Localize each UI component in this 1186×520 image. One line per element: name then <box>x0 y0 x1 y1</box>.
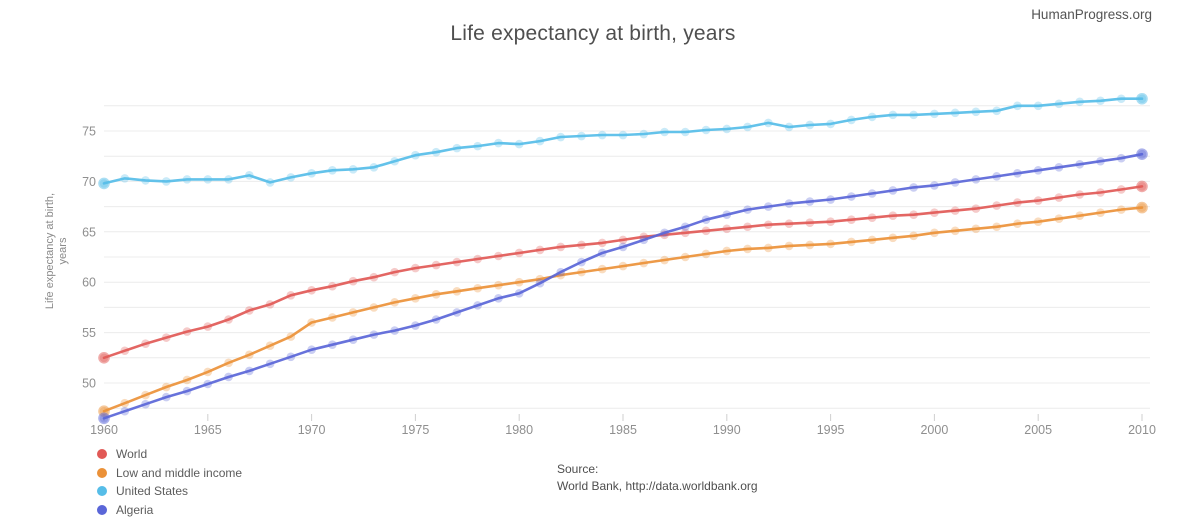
gridlines <box>104 105 1150 409</box>
legend-item-united-states[interactable]: United States <box>97 482 242 500</box>
legend-label-united-states: United States <box>116 484 189 498</box>
y-axis-title-line1: Life expectancy at birth, <box>44 192 56 310</box>
y-axis: 50 55 60 65 70 75 <box>82 125 96 391</box>
branding-link[interactable]: HumanProgress.org <box>1031 7 1152 22</box>
x-axis: 1960 1965 1970 1975 1980 1985 1990 1995 2000 2005… <box>90 414 1156 437</box>
legend-label-world: World <box>116 447 148 461</box>
y-tick-label: 65 <box>82 225 96 239</box>
series-world <box>98 180 1148 364</box>
legend-item-algeria[interactable]: Algeria <box>97 501 242 519</box>
x-tick-label: 1965 <box>194 423 222 437</box>
legend-marker-united-states-icon <box>97 486 107 496</box>
series-algeria <box>98 148 1148 425</box>
x-tick-label: 1995 <box>817 423 845 437</box>
y-axis-title: Life expectancy at birth, years <box>44 151 74 351</box>
y-tick-label: 50 <box>82 377 96 391</box>
y-tick-label: 55 <box>82 326 96 340</box>
legend-marker-world-icon <box>97 449 107 459</box>
legend-item-low-and-middle-income[interactable]: Low and middle income <box>97 464 242 482</box>
y-tick-label: 70 <box>82 175 96 189</box>
series-low-and-middle-income <box>98 201 1148 418</box>
y-axis-title-line2: years <box>57 237 69 265</box>
legend-label-low-and-middle-income: Low and middle income <box>116 465 243 480</box>
x-tick-label: 1980 <box>505 423 533 437</box>
source-note: Source: World Bank, http://data.worldban… <box>557 461 758 495</box>
chart-title: Life expectancy at birth, years <box>450 22 736 45</box>
x-tick-label: 2005 <box>1024 423 1052 437</box>
x-tick-label: 1970 <box>298 423 326 437</box>
legend: World Low and middle income United State… <box>97 445 242 519</box>
x-tick-label: 1960 <box>90 423 118 437</box>
x-tick-label: 1975 <box>401 423 429 437</box>
series-united-states <box>98 92 1148 190</box>
legend-label-algeria: Algeria <box>116 502 154 517</box>
legend-marker-low-and-middle-income-icon <box>97 467 107 478</box>
y-tick-label: 75 <box>82 125 96 139</box>
x-tick-label: 1985 <box>609 423 637 437</box>
source-label: Source: <box>557 462 599 476</box>
source-text: World Bank, http://data.worldbank.org <box>557 479 758 493</box>
x-tick-label: 2010 <box>1128 423 1156 437</box>
legend-marker-algeria-icon <box>97 504 107 515</box>
x-tick-label: 2000 <box>920 423 948 437</box>
y-tick-label: 60 <box>82 276 96 290</box>
x-tick-label: 1990 <box>713 423 741 437</box>
legend-item-world[interactable]: World <box>97 445 242 463</box>
